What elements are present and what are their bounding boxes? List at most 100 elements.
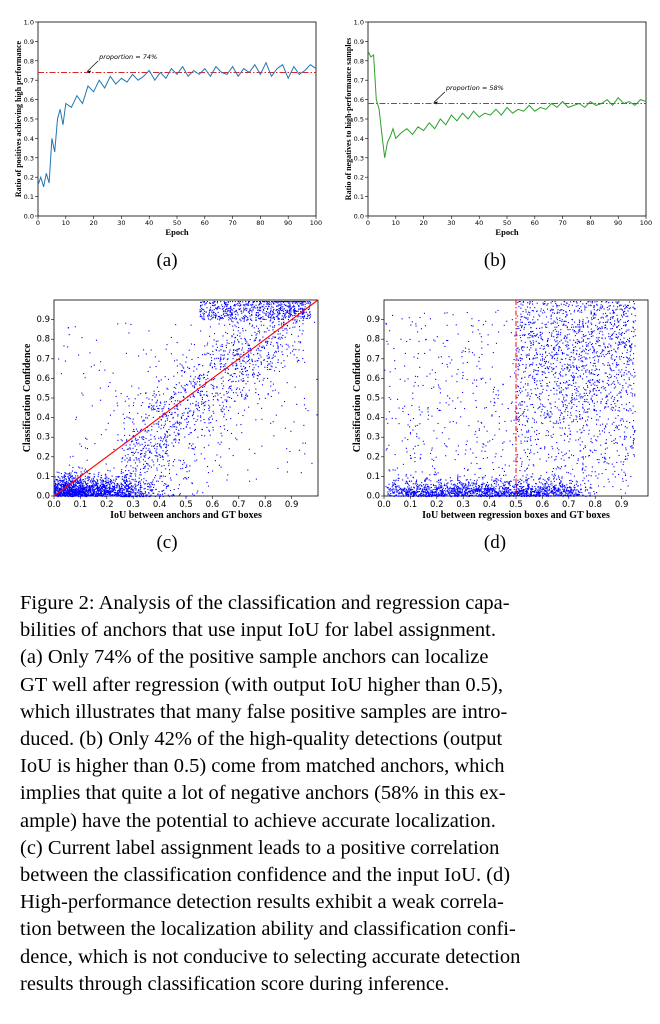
scatter-point xyxy=(193,395,195,397)
scatter-point xyxy=(203,405,205,407)
scatter-point xyxy=(176,359,178,361)
scatter-point xyxy=(172,461,174,463)
scatter-point xyxy=(124,474,126,476)
scatter-point xyxy=(155,423,157,425)
scatter-point xyxy=(173,495,175,497)
scatter-point xyxy=(539,492,541,494)
scatter-point xyxy=(140,494,142,496)
scatter-point xyxy=(68,479,70,481)
scatter-point xyxy=(212,399,214,401)
scatter-point xyxy=(304,311,306,313)
scatter-point xyxy=(263,331,265,333)
scatter-point xyxy=(110,491,112,493)
scatter-point xyxy=(68,492,70,494)
scatter-point xyxy=(284,336,286,338)
scatter-point xyxy=(271,357,273,359)
scatter-point xyxy=(56,494,58,496)
scatter-point xyxy=(156,410,158,412)
scatter-point xyxy=(104,492,106,494)
scatter-point xyxy=(245,362,247,364)
scatter-point xyxy=(85,495,87,497)
scatter-point xyxy=(587,301,589,303)
scatter-point xyxy=(79,486,81,488)
scatter-points xyxy=(384,301,636,498)
scatter-point xyxy=(87,485,89,487)
scatter-point xyxy=(226,401,228,403)
scatter-point xyxy=(128,459,130,461)
scatter-point xyxy=(625,403,627,405)
scatter-point xyxy=(90,494,92,496)
scatter-point xyxy=(200,415,202,417)
scatter-point xyxy=(618,454,620,456)
scatter-point xyxy=(125,444,127,446)
scatter-point xyxy=(102,493,104,495)
scatter-point xyxy=(272,390,274,392)
scatter-point xyxy=(135,488,137,490)
scatter-point xyxy=(68,485,70,487)
scatter-point xyxy=(246,303,248,305)
scatter-point xyxy=(222,366,224,368)
scatter-point xyxy=(138,484,140,486)
scatter-point xyxy=(245,393,247,395)
scatter-point xyxy=(214,358,216,360)
scatter-point xyxy=(249,301,251,303)
scatter-point xyxy=(69,490,71,492)
scatter-point xyxy=(138,489,140,491)
scatter-point xyxy=(444,312,446,314)
scatter-point xyxy=(626,409,628,411)
scatter-point xyxy=(584,445,586,447)
scatter-point xyxy=(213,305,215,307)
scatter-point xyxy=(117,492,119,494)
scatter-point xyxy=(513,359,515,361)
scatter-point xyxy=(151,490,153,492)
scatter-point xyxy=(225,419,227,421)
scatter-point xyxy=(191,483,193,485)
scatter-point xyxy=(215,340,217,342)
scatter-point xyxy=(93,486,95,488)
scatter-point xyxy=(167,415,169,417)
scatter-point xyxy=(543,345,545,347)
scatter-point xyxy=(280,324,282,326)
scatter-point xyxy=(294,319,296,321)
scatter-point xyxy=(212,404,214,406)
scatter-point xyxy=(210,302,212,304)
scatter-point xyxy=(541,492,543,494)
scatter-point xyxy=(256,307,258,309)
scatter-point xyxy=(158,380,160,382)
x-tick-label: 0.4 xyxy=(153,500,167,510)
scatter-point xyxy=(459,492,461,494)
scatter-point xyxy=(438,495,440,497)
scatter-point xyxy=(179,421,181,423)
x-tick-label: 60 xyxy=(531,219,539,227)
y-tick-label: 0.2 xyxy=(366,452,380,462)
scatter-point xyxy=(106,493,108,495)
scatter-point xyxy=(278,324,280,326)
scatter-point xyxy=(280,301,282,303)
scatter-point xyxy=(75,416,77,418)
scatter-point xyxy=(217,316,219,318)
scatter-point xyxy=(79,479,81,481)
scatter-point xyxy=(117,495,119,497)
scatter-point xyxy=(166,436,168,438)
scatter-point xyxy=(188,421,190,423)
scatter-point xyxy=(613,332,615,334)
scatter-point xyxy=(86,484,88,486)
scatter-point xyxy=(154,408,156,410)
scatter-point xyxy=(131,440,133,442)
scatter-point xyxy=(78,480,80,482)
scatter-point xyxy=(199,393,201,395)
scatter-point xyxy=(73,488,75,490)
scatter-point xyxy=(618,325,620,327)
scatter-point xyxy=(251,306,253,308)
scatter-point xyxy=(582,345,584,347)
scatter-point xyxy=(153,407,155,409)
scatter-point xyxy=(277,312,279,314)
scatter-point xyxy=(140,493,142,495)
scatter-point xyxy=(115,493,117,495)
scatter-point xyxy=(247,353,249,355)
scatter-point xyxy=(440,490,442,492)
scatter-point xyxy=(79,493,81,495)
scatter-point xyxy=(498,428,500,430)
scatter-point xyxy=(564,320,566,322)
scatter-point xyxy=(632,440,634,442)
